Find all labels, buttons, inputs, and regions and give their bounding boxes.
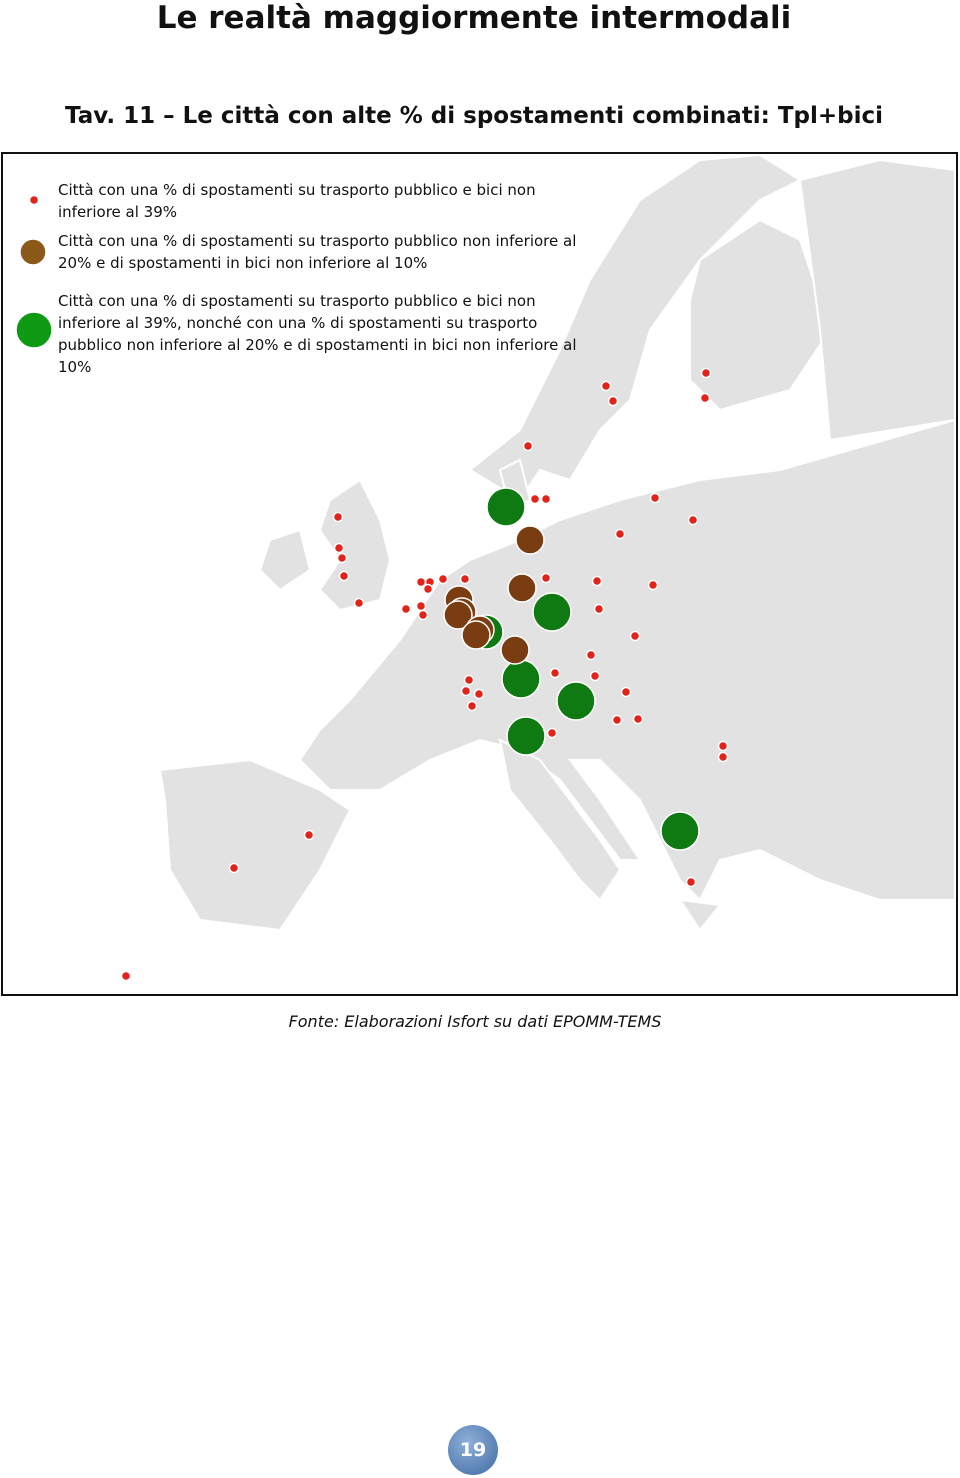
source-note: Fonte: Elaborazioni Isfort su dati EPOMM… [288, 1012, 662, 1031]
page-title: Le realtà maggiormente intermodali [156, 0, 792, 36]
figure-title: Tav. 11 – Le città con alte % di spostam… [64, 103, 884, 129]
legend-label: Città con una % di spostamenti su traspo… [58, 181, 536, 221]
brown-markers [443, 525, 545, 665]
land [158, 153, 956, 932]
legend-marker-brown [19, 238, 47, 266]
legend-marker-green [15, 311, 53, 349]
city-markers [15, 194, 729, 982]
red-markers [120, 367, 729, 982]
map [1, 152, 958, 996]
page-number: 19 [448, 1425, 498, 1475]
legend-label: Città con una % di spostamenti su traspo… [58, 292, 577, 376]
legend-label: Città con una % di spostamenti su traspo… [58, 232, 577, 272]
legend-marker-red [28, 194, 40, 206]
